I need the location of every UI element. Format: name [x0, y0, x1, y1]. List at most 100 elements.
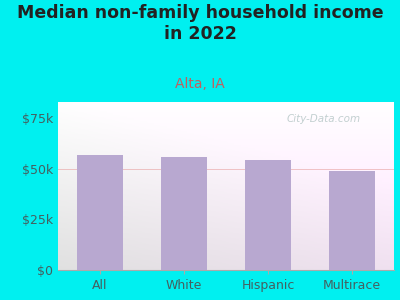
Bar — [58, 194, 394, 195]
Text: Median non-family household income
in 2022: Median non-family household income in 20… — [17, 4, 383, 43]
Bar — [58, 173, 394, 174]
Bar — [58, 192, 394, 193]
Bar — [58, 171, 394, 172]
Bar — [58, 105, 394, 106]
Bar — [58, 128, 394, 129]
Bar — [58, 202, 394, 203]
Bar — [58, 211, 394, 212]
Bar — [58, 132, 394, 133]
Bar — [58, 151, 394, 152]
Bar — [58, 133, 394, 134]
Bar — [58, 102, 394, 103]
Bar — [58, 183, 394, 184]
Bar — [58, 108, 394, 109]
Bar — [58, 269, 394, 270]
Bar — [58, 113, 394, 114]
Bar — [58, 145, 394, 146]
Bar — [58, 172, 394, 173]
Bar — [58, 255, 394, 256]
Bar — [245, 160, 291, 270]
Bar — [58, 187, 394, 188]
Bar — [58, 185, 394, 186]
Bar — [58, 264, 394, 265]
Bar — [58, 131, 394, 132]
Bar — [58, 162, 394, 163]
Bar — [58, 138, 394, 139]
Bar — [58, 146, 394, 147]
Bar — [58, 148, 394, 149]
Bar — [58, 258, 394, 259]
Bar — [58, 198, 394, 199]
Bar — [58, 121, 394, 122]
Bar — [58, 237, 394, 238]
Bar — [58, 214, 394, 215]
Bar — [58, 205, 394, 206]
Bar — [58, 177, 394, 178]
Bar — [58, 196, 394, 197]
Bar — [58, 230, 394, 231]
Bar — [58, 184, 394, 185]
Bar — [58, 119, 394, 120]
Bar — [58, 229, 394, 230]
Bar — [58, 126, 394, 127]
Bar — [58, 212, 394, 213]
Bar — [58, 238, 394, 239]
Bar — [58, 207, 394, 208]
Bar — [58, 188, 394, 189]
Bar — [58, 228, 394, 229]
Bar — [58, 114, 394, 115]
Bar — [58, 200, 394, 201]
Bar — [58, 142, 394, 143]
Bar — [58, 206, 394, 207]
Bar — [58, 268, 394, 269]
Bar — [58, 129, 394, 130]
Text: City-Data.com: City-Data.com — [286, 114, 361, 124]
Bar — [58, 252, 394, 253]
Bar — [58, 165, 394, 166]
Bar — [58, 149, 394, 150]
Bar — [58, 261, 394, 262]
Bar — [58, 203, 394, 204]
Bar — [58, 197, 394, 198]
Bar — [58, 257, 394, 258]
Bar — [58, 175, 394, 176]
Bar — [58, 164, 394, 165]
Bar — [58, 135, 394, 136]
Bar — [58, 118, 394, 119]
Bar — [58, 179, 394, 180]
Bar — [58, 201, 394, 202]
Bar — [58, 221, 394, 222]
Bar — [58, 266, 394, 267]
Bar — [58, 130, 394, 131]
Bar — [58, 155, 394, 156]
Bar — [58, 218, 394, 219]
Text: Alta, IA: Alta, IA — [175, 76, 225, 91]
Bar — [58, 250, 394, 251]
Bar — [58, 239, 394, 240]
Bar — [58, 227, 394, 228]
Bar — [58, 204, 394, 205]
Bar — [58, 150, 394, 151]
Bar — [58, 191, 394, 192]
Bar — [58, 147, 394, 148]
Bar — [58, 243, 394, 244]
Bar — [58, 220, 394, 221]
Bar — [58, 259, 394, 260]
Bar — [58, 170, 394, 171]
Bar — [58, 157, 394, 158]
Bar — [58, 120, 394, 121]
Bar — [58, 182, 394, 183]
Bar — [58, 169, 394, 170]
Bar — [161, 157, 207, 270]
Bar — [58, 154, 394, 155]
Bar — [58, 160, 394, 161]
Bar — [58, 124, 394, 125]
Bar — [58, 180, 394, 181]
Bar — [58, 210, 394, 211]
Bar — [58, 144, 394, 145]
Bar — [329, 171, 375, 270]
Bar — [58, 161, 394, 162]
Bar — [58, 262, 394, 263]
Bar — [58, 213, 394, 214]
Bar — [58, 215, 394, 216]
